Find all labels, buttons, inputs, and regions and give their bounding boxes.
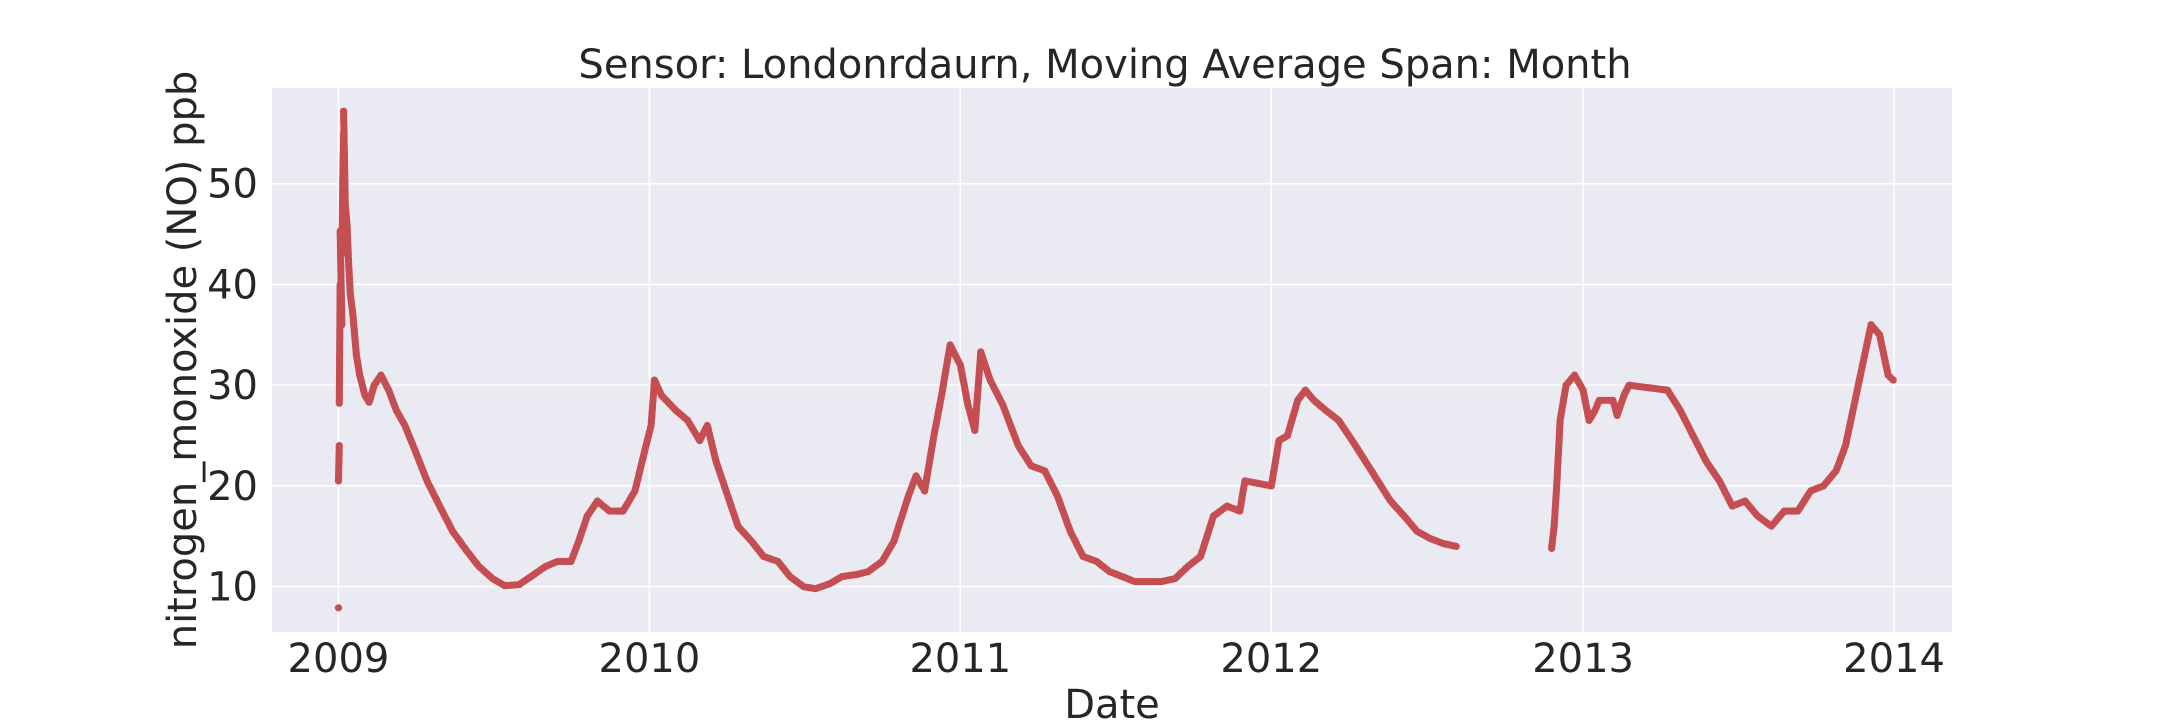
x-tick-label: 2013 xyxy=(1532,636,1634,682)
data-point xyxy=(335,442,343,450)
y-axis-label: nitrogen_monoxide (NO) ppb xyxy=(160,71,206,650)
y-tick-label: 40 xyxy=(207,262,258,308)
y-tick-label: 20 xyxy=(207,464,258,510)
x-axis-label: Date xyxy=(1064,682,1160,720)
plot-area xyxy=(272,88,1952,632)
data-point xyxy=(1452,542,1460,551)
chart-title: Sensor: Londonrdaurn, Moving Average Spa… xyxy=(578,42,1631,88)
y-tick-labels: 10 20 30 40 50 xyxy=(207,162,258,611)
y-tick-label: 10 xyxy=(207,565,258,611)
x-tick-labels: 2009 2010 2011 2012 2013 2014 xyxy=(288,636,1945,682)
data-points xyxy=(334,107,1897,612)
data-point xyxy=(338,321,346,329)
x-tick-label: 2014 xyxy=(1843,636,1945,682)
y-tick-label: 30 xyxy=(207,363,258,409)
x-tick-label: 2009 xyxy=(288,636,390,682)
data-point xyxy=(334,604,343,612)
y-gridlines xyxy=(272,182,1952,588)
x-tick-label: 2010 xyxy=(599,636,701,682)
y-tick-label: 50 xyxy=(207,162,258,208)
x-tick-label: 2011 xyxy=(909,636,1011,682)
x-tick-label: 2012 xyxy=(1220,636,1322,682)
data-point xyxy=(1889,376,1897,384)
